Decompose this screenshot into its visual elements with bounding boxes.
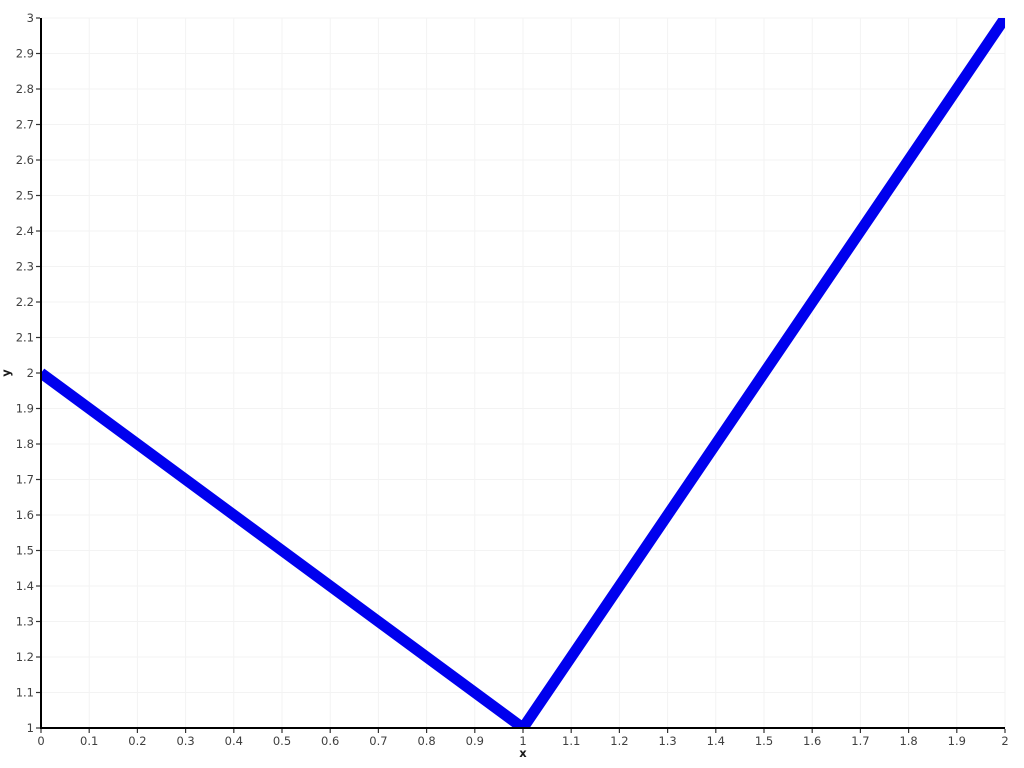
svg-text:2.5: 2.5 [16,189,34,203]
svg-text:0.7: 0.7 [369,734,387,748]
svg-text:3: 3 [27,11,34,25]
series-line [41,18,1005,728]
svg-text:1.8: 1.8 [899,734,917,748]
svg-text:2.8: 2.8 [16,82,34,96]
x-tick-labels: 0 0.1 0.2 0.3 0.4 0.5 0.6 0.7 0.8 0.9 1 1.1 1.2 1.3 1.… [37,734,1008,748]
svg-text:1.4: 1.4 [16,579,34,593]
svg-text:2.2: 2.2 [16,295,34,309]
svg-text:1.9: 1.9 [948,734,966,748]
svg-text:2: 2 [1001,734,1008,748]
data-series [41,18,1005,728]
svg-text:0.6: 0.6 [321,734,339,748]
svg-text:1.8: 1.8 [16,437,34,451]
svg-text:0: 0 [37,734,44,748]
svg-text:0.1: 0.1 [80,734,98,748]
svg-text:2.4: 2.4 [16,224,34,238]
x-axis-label: x [519,746,527,760]
svg-text:1.2: 1.2 [16,650,34,664]
y-axis-label: y [0,369,13,377]
svg-text:0.2: 0.2 [128,734,146,748]
svg-text:2.1: 2.1 [16,331,34,345]
svg-text:0.9: 0.9 [466,734,484,748]
svg-text:1.2: 1.2 [610,734,628,748]
svg-text:2: 2 [27,366,34,380]
svg-text:1.7: 1.7 [16,473,34,487]
svg-text:1.9: 1.9 [16,402,34,416]
svg-text:1.4: 1.4 [707,734,725,748]
svg-text:1.1: 1.1 [16,686,34,700]
svg-text:1: 1 [27,721,34,735]
axis-spines [40,18,1005,729]
svg-text:1.1: 1.1 [562,734,580,748]
svg-text:1.6: 1.6 [16,508,34,522]
svg-text:1.3: 1.3 [16,615,34,629]
svg-text:2.9: 2.9 [16,47,34,61]
svg-text:2.7: 2.7 [16,118,34,132]
svg-text:1.5: 1.5 [755,734,773,748]
svg-text:2.6: 2.6 [16,153,34,167]
gridlines [40,17,1006,729]
svg-text:0.3: 0.3 [176,734,194,748]
tick-marks [36,17,1006,733]
svg-text:1.5: 1.5 [16,544,34,558]
svg-text:0.5: 0.5 [273,734,291,748]
y-tick-labels: 1 1.1 1.2 1.3 1.4 1.5 1.6 1.7 1.8 1.9 2 2.1 2.2 2.3 2.… [16,11,34,735]
svg-text:1: 1 [519,734,526,748]
svg-text:2.3: 2.3 [16,260,34,274]
svg-text:1.3: 1.3 [658,734,676,748]
svg-text:0.8: 0.8 [417,734,435,748]
svg-text:1.6: 1.6 [803,734,821,748]
svg-text:1.7: 1.7 [851,734,869,748]
svg-text:0.4: 0.4 [225,734,243,748]
